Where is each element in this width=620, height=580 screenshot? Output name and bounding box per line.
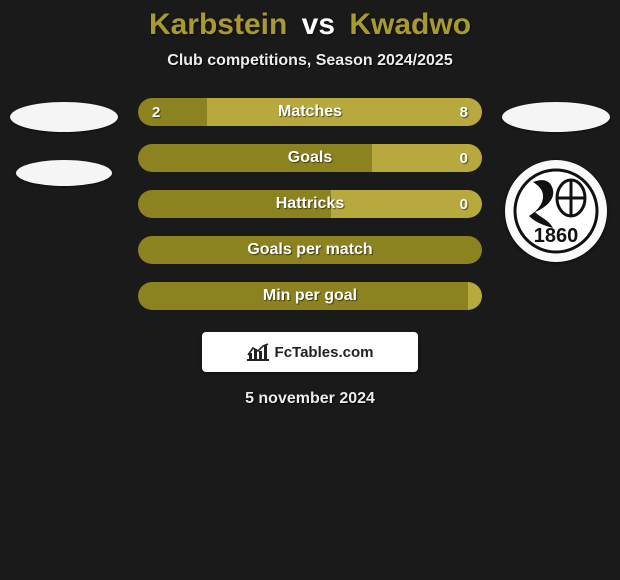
main-layout: Matches28 Goals0 Hattricks0 Goals per match… (0, 98, 620, 310)
bars-column: Matches28 Goals0 Hattricks0 Goals per match… (138, 98, 482, 310)
club-badge: 1860 (505, 160, 607, 262)
title-player2: Kwadwo (349, 8, 471, 41)
stat-bar-left-fill (138, 236, 482, 264)
left-side-column (8, 98, 120, 186)
stat-bar-right-fill (207, 98, 482, 126)
comparison-card: Karbstein vs Kwadwo Club competitions, S… (0, 0, 620, 408)
stat-bar-right-fill (331, 190, 482, 218)
title: Karbstein vs Kwadwo (0, 8, 620, 42)
right-side-column: 1860 (500, 98, 612, 262)
stat-bar-right-fill (468, 282, 482, 310)
brand-box: FcTables.com (202, 332, 418, 372)
svg-text:1860: 1860 (534, 225, 579, 247)
date-line: 5 november 2024 (0, 390, 620, 408)
stat-bar-left-fill (138, 190, 331, 218)
stat-bar: Goals per match (138, 236, 482, 264)
subtitle: Club competitions, Season 2024/2025 (0, 52, 620, 70)
stat-bar-left-fill (138, 144, 372, 172)
stat-bar: Min per goal (138, 282, 482, 310)
stat-bar-left-fill (138, 282, 468, 310)
stat-bar: Matches28 (138, 98, 482, 126)
left-ellipse-1 (10, 102, 118, 132)
stat-bar: Hattricks0 (138, 190, 482, 218)
brand-text: FcTables.com (275, 344, 374, 361)
stat-bar-left-fill (138, 98, 207, 126)
club-badge-svg: 1860 (513, 168, 599, 254)
stat-bar: Goals0 (138, 144, 482, 172)
brand-chart-icon (247, 343, 269, 361)
right-ellipse-1 (502, 102, 610, 132)
left-ellipse-2 (16, 160, 112, 186)
title-vs: vs (302, 8, 335, 41)
stat-bar-right-fill (372, 144, 482, 172)
title-player1: Karbstein (149, 8, 287, 41)
